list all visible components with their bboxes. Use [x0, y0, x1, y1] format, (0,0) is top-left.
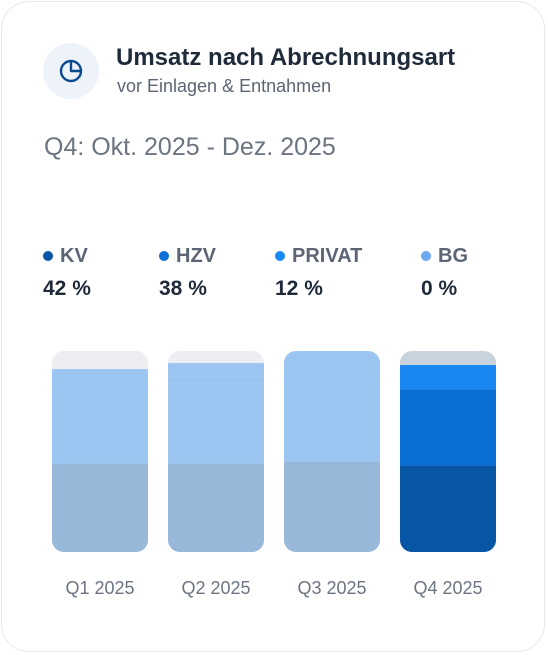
legend-item-kv: KV 42 %	[43, 243, 91, 301]
period-label: Q4: Okt. 2025 - Dez. 2025	[44, 133, 336, 161]
x-tick-label: Q2 2025	[181, 578, 250, 598]
bar-segment-hzv	[52, 389, 148, 464]
legend-item-bg: BG 0 %	[421, 243, 468, 301]
bar-segment-privat	[52, 369, 148, 390]
x-tick-label: Q3 2025	[297, 578, 366, 598]
bar-segment-privat	[168, 363, 264, 384]
card-title: Umsatz nach Abrechnungsart	[116, 44, 456, 71]
legend-label: HZV	[176, 244, 216, 267]
card-subtitle: vor Einlagen & Entnahmen	[117, 76, 332, 96]
bar-segment-hzv	[400, 389, 496, 466]
bar-q1-2025	[52, 351, 148, 552]
legend-dot-bg	[421, 251, 431, 261]
bar-segment-hzv	[168, 383, 264, 464]
bar-segment-kv	[400, 465, 496, 552]
bar-q2-2025	[168, 351, 264, 552]
bar-q4-2025	[400, 351, 496, 552]
pie-chart-icon	[43, 43, 99, 99]
bar-segment-hzv	[284, 381, 380, 462]
bar-segment-privat	[284, 351, 380, 382]
legend-dot-privat	[275, 251, 285, 261]
bar-segment-kv	[52, 463, 148, 552]
x-tick-label: Q1 2025	[65, 578, 134, 598]
legend-value: 38 %	[159, 277, 207, 300]
legend-item-privat: PRIVAT 12 %	[275, 243, 362, 301]
legend-dot-kv	[43, 251, 53, 261]
bar-segment-privat	[400, 365, 496, 390]
legend-label: KV	[60, 244, 88, 267]
legend-label: BG	[438, 244, 468, 267]
bar-segment-kv	[168, 463, 264, 552]
legend-value: 42 %	[43, 277, 91, 300]
x-tick-label: Q4 2025	[413, 578, 482, 598]
legend-value: 12 %	[275, 277, 323, 300]
legend-label: PRIVAT	[292, 244, 363, 267]
legend-value: 0 %	[421, 277, 458, 300]
bar-q3-2025	[284, 351, 380, 552]
legend-item-hzv: HZV 38 %	[159, 243, 216, 301]
bar-segment-kv	[284, 461, 380, 552]
legend-dot-hzv	[159, 251, 169, 261]
